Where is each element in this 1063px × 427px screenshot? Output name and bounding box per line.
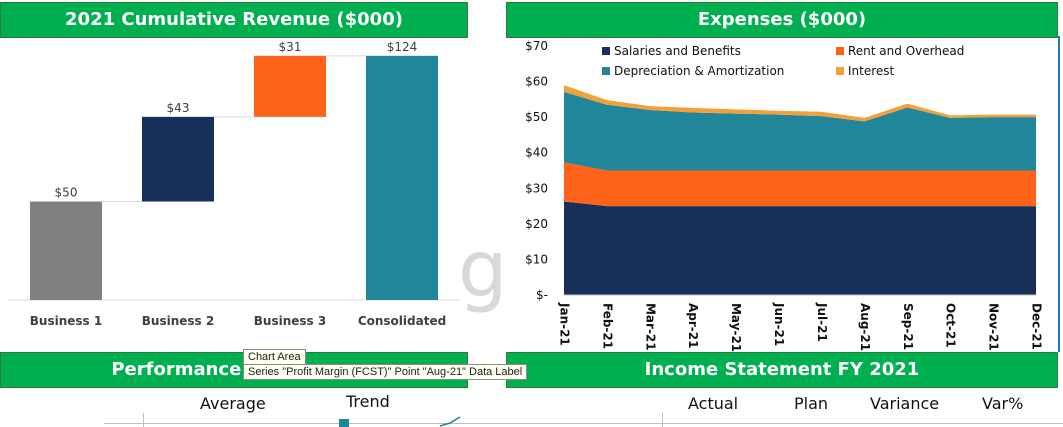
income-header-plan: Plan [794, 394, 829, 413]
waterfall-bar[interactable] [30, 201, 102, 300]
expenses-area-chart[interactable]: $- $10 $20 $30 $40 $50 $60 $70 Jan-21 Feb-21 Mar-2… [506, 38, 1058, 352]
income-header-variance: Variance [870, 394, 940, 413]
x-tick-label: Jun-21 [772, 302, 786, 346]
income-table-border [662, 413, 663, 427]
waterfall-category-label: Business 2 [142, 314, 214, 328]
scroll-edge [1058, 36, 1063, 352]
x-tick-label: Apr-21 [686, 303, 700, 348]
legend-label: Rent and Overhead [848, 44, 964, 58]
waterfall-category-label: Consolidated [358, 314, 446, 328]
waterfall-bar[interactable] [142, 116, 214, 202]
legend-label: Salaries and Benefits [614, 44, 741, 58]
y-tick-label: $50 [525, 110, 548, 124]
waterfall-bar[interactable] [366, 55, 438, 300]
y-tick-label: $30 [525, 181, 548, 195]
y-tick-label: $10 [525, 252, 548, 266]
y-tick-label: $70 [525, 39, 548, 53]
waterfall-bar[interactable] [254, 55, 326, 117]
sparkline-line [440, 416, 461, 427]
sheet-gridline [104, 423, 1063, 424]
perf-header-trend: Trend [346, 392, 390, 411]
x-tick-label: Jan-21 [558, 302, 572, 346]
sparkline-bar [339, 419, 349, 427]
chart-area-tooltip: Chart Area [243, 349, 306, 365]
perf-header-average: Average [200, 394, 266, 413]
waterfall-category-label: Business 3 [254, 314, 326, 328]
x-tick-label: Nov-21 [987, 303, 1001, 351]
x-tick-label: Feb-21 [600, 303, 614, 349]
legend-label: Depreciation & Amortization [614, 64, 784, 78]
perf-table-border [143, 413, 144, 427]
performance-title-left: Performance [111, 359, 242, 380]
x-tick-label: Dec-21 [1030, 303, 1044, 350]
waterfall-data-label: $50 [55, 186, 78, 200]
waterfall-category-label: Business 1 [30, 314, 102, 328]
x-tick-label: May-21 [729, 303, 743, 352]
income-header-varpct: Var% [982, 394, 1024, 413]
y-tick-label: $20 [525, 217, 548, 231]
income-panel-title: Income Statement FY 2021 [506, 352, 1058, 388]
waterfall-data-label: $124 [387, 40, 418, 54]
legend-swatch [836, 47, 844, 55]
income-header-actual: Actual [688, 394, 739, 413]
x-tick-label: Aug-21 [858, 303, 872, 351]
y-tick-label: $60 [525, 75, 548, 89]
area-series[interactable] [564, 91, 1036, 171]
area-series[interactable] [564, 201, 1036, 295]
y-tick-label: $- [536, 288, 548, 302]
x-tick-label: Sep-21 [901, 303, 915, 350]
watermark: g [458, 225, 508, 315]
legend-swatch [602, 67, 610, 75]
waterfall-data-label: $31 [279, 40, 302, 54]
legend-swatch [602, 47, 610, 55]
x-tick-label: Jul-21 [815, 302, 829, 342]
area-series[interactable] [564, 85, 1036, 122]
area-series[interactable] [564, 162, 1036, 207]
x-tick-label: Mar-21 [643, 303, 657, 351]
legend-label: Interest [848, 64, 895, 78]
data-label-tooltip: Series "Profit Margin (FCST)" Point "Aug… [243, 364, 528, 380]
legend-swatch [836, 67, 844, 75]
x-tick-label: Oct-21 [944, 303, 958, 348]
revenue-panel-title: 2021 Cumulative Revenue ($000) [0, 2, 468, 38]
waterfall-data-label: $43 [167, 101, 190, 115]
y-tick-label: $40 [525, 146, 548, 160]
expenses-panel-title: Expenses ($000) [506, 2, 1058, 38]
revenue-waterfall-chart[interactable]: $50 Business 1 $43 Business 2 $31 Business 3 $… [0, 38, 468, 338]
